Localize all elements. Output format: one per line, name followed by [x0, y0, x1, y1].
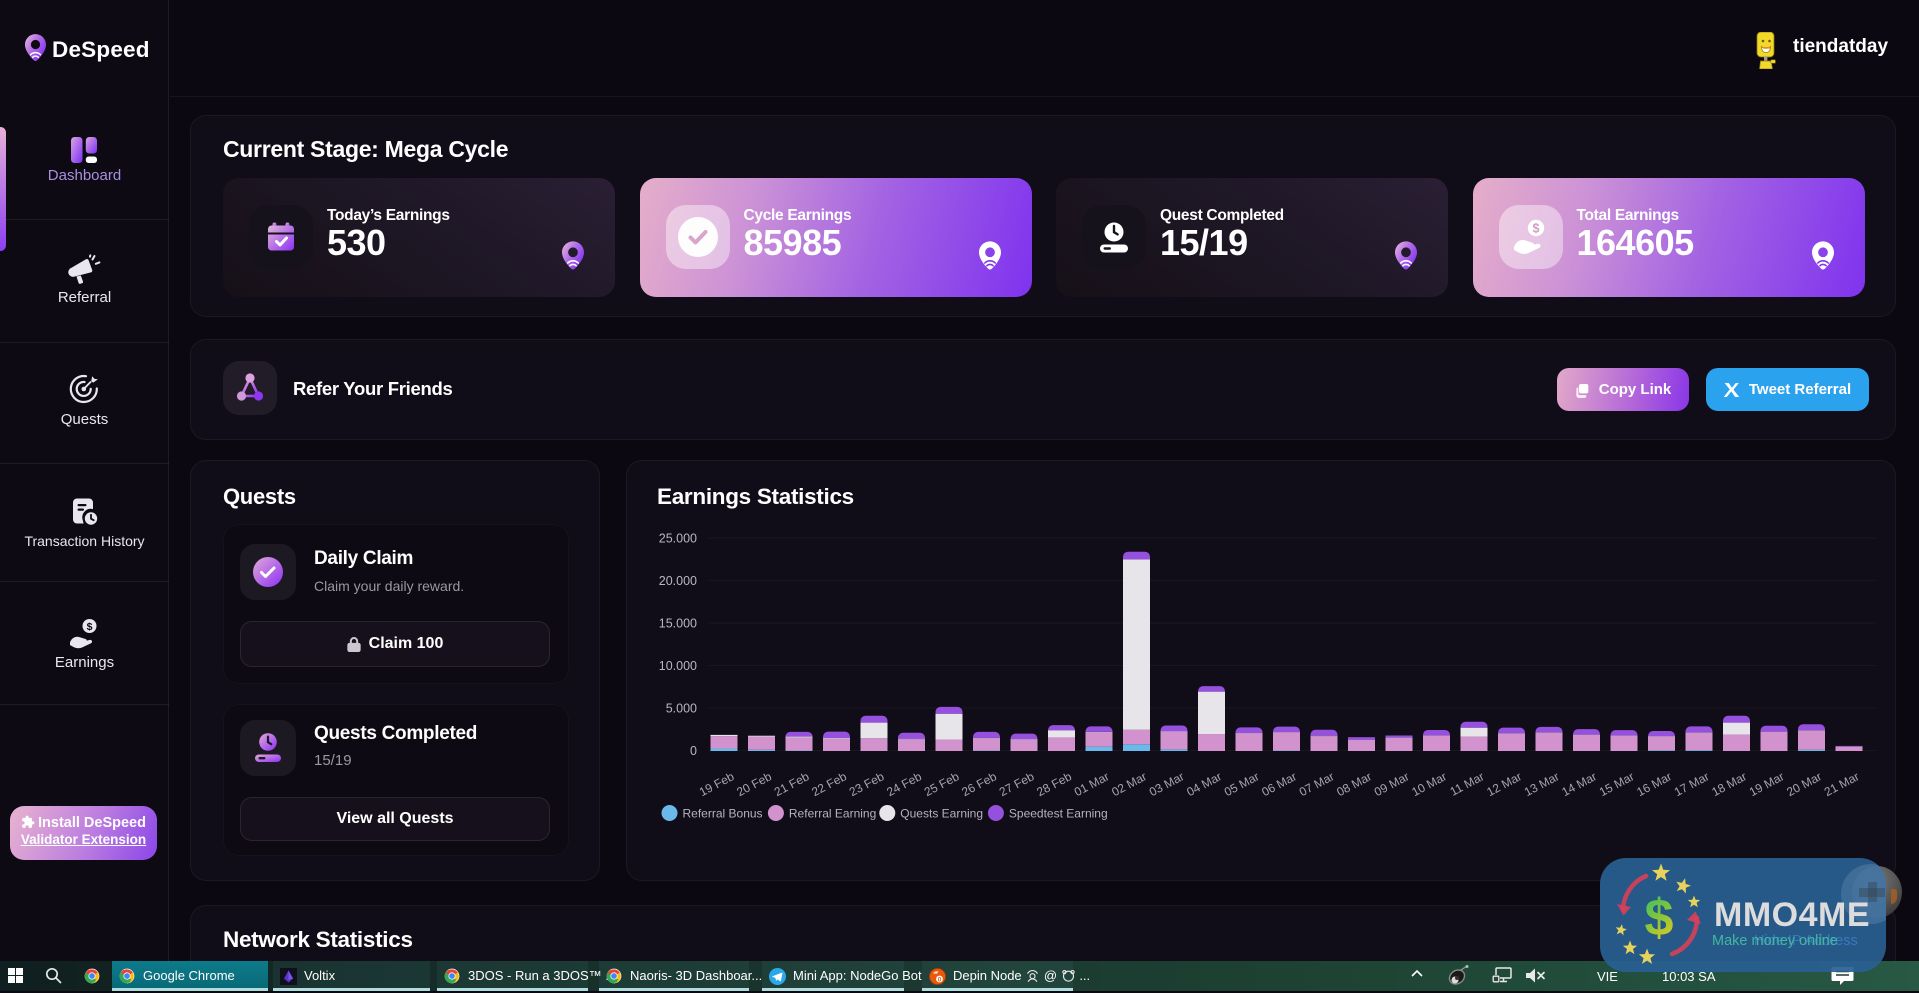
svg-text:22 Feb: 22 Feb: [809, 769, 849, 799]
svg-text:10 Mar: 10 Mar: [1409, 769, 1449, 799]
svg-text:18 Mar: 18 Mar: [1709, 769, 1749, 799]
svg-text:28 Feb: 28 Feb: [1034, 769, 1074, 799]
svg-text:15.000: 15.000: [659, 617, 697, 631]
svg-text:19 Mar: 19 Mar: [1747, 769, 1787, 799]
svg-text:24 Feb: 24 Feb: [884, 769, 924, 799]
svg-text:08 Mar: 08 Mar: [1334, 769, 1374, 799]
svg-text:07 Mar: 07 Mar: [1297, 769, 1337, 799]
svg-text:Quests Earning: Quests Earning: [900, 807, 983, 821]
svg-text:25 Feb: 25 Feb: [922, 769, 962, 799]
svg-text:15 Mar: 15 Mar: [1597, 769, 1637, 799]
svg-text:23 Feb: 23 Feb: [847, 769, 887, 799]
svg-text:27 Feb: 27 Feb: [997, 769, 1037, 799]
svg-text:04 Mar: 04 Mar: [1184, 769, 1224, 799]
svg-text:13 Mar: 13 Mar: [1522, 769, 1562, 799]
svg-text:09 Mar: 09 Mar: [1372, 769, 1412, 799]
svg-text:20 Feb: 20 Feb: [734, 769, 774, 799]
svg-text:0: 0: [690, 744, 697, 758]
svg-text:26 Feb: 26 Feb: [959, 769, 999, 799]
svg-text:0: 0: [938, 976, 942, 983]
svg-text:10.000: 10.000: [659, 659, 697, 673]
svg-text:Referral Earning: Referral Earning: [789, 807, 876, 821]
svg-text:25.000: 25.000: [659, 532, 697, 546]
svg-text:19 Feb: 19 Feb: [697, 769, 737, 799]
svg-text:Speedtest Earning: Speedtest Earning: [1009, 807, 1108, 821]
svg-text:21 Feb: 21 Feb: [772, 769, 812, 799]
svg-text:$: $: [1645, 889, 1674, 947]
svg-text:11 Mar: 11 Mar: [1448, 769, 1487, 798]
svg-text:Referral Bonus: Referral Bonus: [683, 807, 763, 821]
svg-text:03 Mar: 03 Mar: [1147, 769, 1187, 799]
svg-text:05 Mar: 05 Mar: [1222, 769, 1262, 799]
svg-text:02 Mar: 02 Mar: [1109, 769, 1149, 799]
svg-text:12 Mar: 12 Mar: [1484, 769, 1524, 799]
svg-text:14 Mar: 14 Mar: [1559, 769, 1599, 799]
svg-text:$: $: [1532, 222, 1539, 236]
svg-text:$: $: [87, 621, 93, 633]
svg-text:01 Mar: 01 Mar: [1072, 769, 1112, 799]
svg-text:17 Mar: 17 Mar: [1672, 769, 1712, 799]
svg-text:5.000: 5.000: [666, 702, 697, 716]
svg-text:21 Mar: 21 Mar: [1822, 769, 1862, 799]
svg-text:06 Mar: 06 Mar: [1259, 769, 1299, 799]
svg-text:20.000: 20.000: [659, 574, 697, 588]
svg-text:20 Mar: 20 Mar: [1784, 769, 1824, 799]
svg-text:16 Mar: 16 Mar: [1634, 769, 1674, 799]
